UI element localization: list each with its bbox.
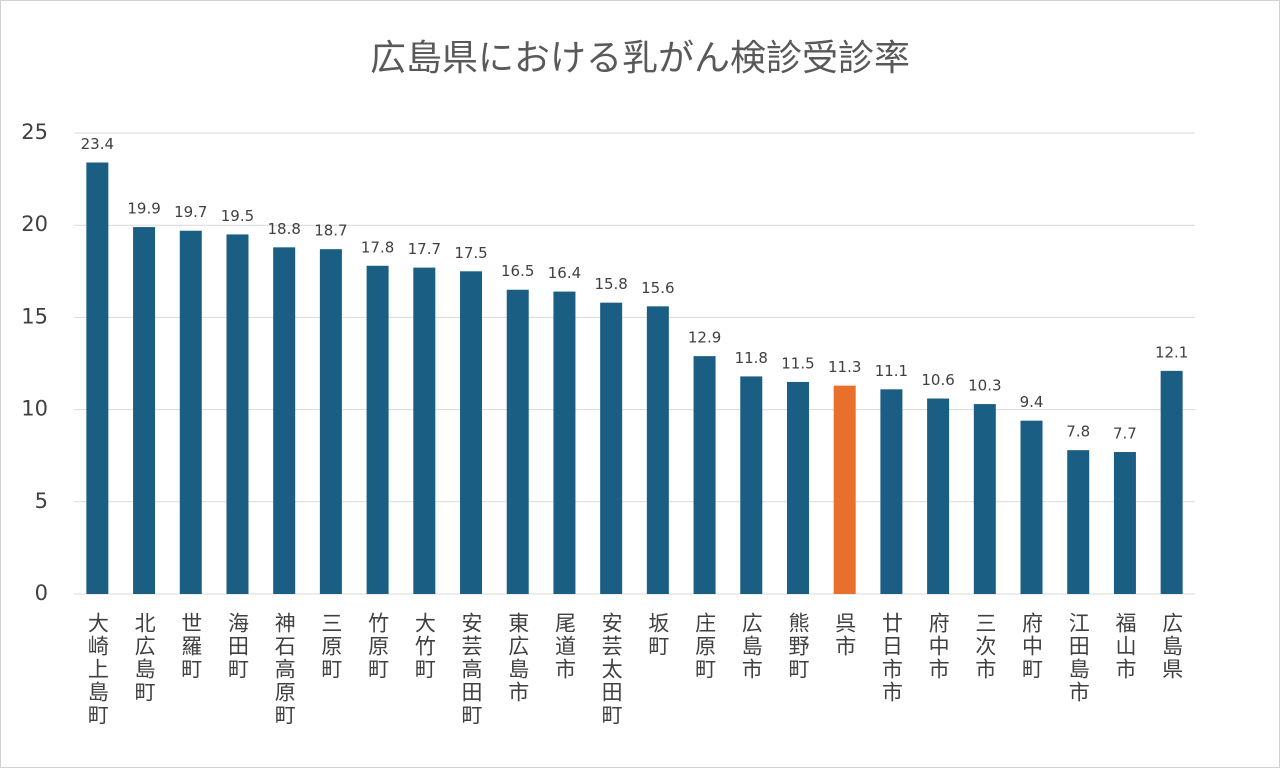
x-tick-label: 尾道市: [552, 612, 576, 681]
value-label: 17.7: [408, 240, 441, 258]
value-label: 16.5: [501, 262, 534, 280]
x-tick-label: 府中市: [926, 612, 950, 681]
x-tick-label: 三原町: [319, 612, 343, 681]
y-tick-label: 0: [35, 581, 48, 605]
x-tick-label: 竹原町: [366, 612, 390, 681]
value-label: 7.8: [1066, 423, 1090, 441]
x-tick-label: 府中町: [1020, 612, 1044, 681]
bar: [1067, 450, 1090, 594]
x-tick-label: 安芸高田町: [459, 612, 483, 727]
bar: [226, 234, 249, 595]
value-label: 11.1: [875, 362, 908, 380]
value-label: 9.4: [1020, 393, 1044, 411]
value-label: 11.5: [781, 354, 814, 372]
value-label: 16.4: [548, 264, 581, 282]
bar: [927, 398, 950, 594]
bar: [133, 227, 156, 594]
bar: [1113, 452, 1136, 594]
x-tick-label: 坂町: [646, 612, 670, 658]
value-label: 18.8: [267, 220, 300, 238]
y-tick-label: 15: [21, 304, 48, 328]
x-tick-label: 呉市: [833, 612, 857, 658]
y-tick-label: 25: [21, 120, 48, 144]
x-tick-label: 大竹町: [412, 612, 436, 681]
value-label: 15.6: [641, 279, 674, 297]
value-label: 11.8: [735, 349, 768, 367]
x-tick-label: 海田町: [225, 612, 249, 681]
x-tick-label: 大崎上島町: [85, 612, 109, 727]
bar: [506, 289, 529, 594]
x-tick-label: 廿日市市: [879, 612, 903, 704]
bar: [693, 356, 716, 594]
value-label: 19.5: [221, 207, 254, 225]
x-tick-label: 北広島町: [132, 612, 156, 704]
chart-title: 広島県における乳がん検診受診率: [370, 38, 910, 79]
value-label: 23.4: [81, 135, 114, 153]
value-label: 19.9: [127, 200, 160, 218]
bar: [273, 247, 296, 594]
x-tick-label: 三次市: [973, 612, 997, 681]
value-label: 15.8: [594, 275, 627, 293]
value-label: 12.9: [688, 329, 721, 347]
bar: [880, 389, 903, 594]
y-tick-label: 5: [35, 489, 48, 513]
x-tick-label: 安芸太田町: [599, 612, 623, 727]
value-label: 18.7: [314, 222, 347, 240]
x-tick-label: 熊野町: [786, 612, 810, 681]
x-tick-label: 東広島市: [506, 612, 530, 704]
bar: [1160, 370, 1183, 594]
value-label: 17.5: [454, 244, 487, 262]
bar: [366, 265, 389, 594]
bar: [1020, 420, 1043, 594]
x-tick-label: 世羅町: [179, 612, 203, 681]
value-label: 17.8: [361, 238, 394, 256]
bar: [460, 271, 483, 594]
bar: [740, 376, 763, 594]
bar: [600, 302, 623, 594]
bar: [786, 381, 809, 594]
value-label: 12.1: [1155, 343, 1188, 361]
bar: [413, 267, 436, 594]
bar: [646, 306, 669, 594]
bar: [833, 385, 856, 594]
x-tick-label: 広島県: [1160, 612, 1184, 681]
x-tick-label: 庄原町: [693, 612, 717, 681]
bar: [86, 162, 109, 594]
bar: [553, 291, 576, 594]
bar: [179, 230, 202, 594]
value-label: 19.7: [174, 203, 207, 221]
value-label: 7.7: [1113, 425, 1137, 443]
x-tick-label: 神石高原町: [272, 612, 296, 727]
y-tick-label: 20: [21, 212, 48, 236]
bar: [319, 249, 342, 594]
bar: [973, 404, 996, 594]
x-tick-label: 江田島市: [1066, 612, 1090, 704]
value-label: 11.3: [828, 358, 861, 376]
value-label: 10.3: [968, 377, 1001, 395]
x-tick-label: 福山市: [1113, 612, 1137, 681]
value-label: 10.6: [921, 371, 954, 389]
y-tick-label: 10: [21, 397, 48, 421]
x-tick-label: 広島市: [739, 612, 763, 681]
